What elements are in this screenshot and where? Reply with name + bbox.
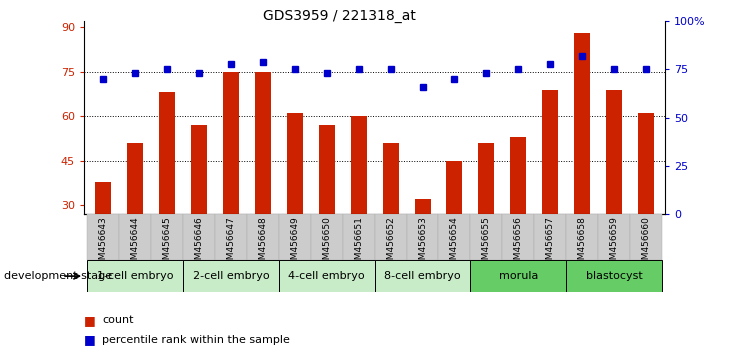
Bar (319, 125, 335, 214)
Bar (471, 260, 567, 292)
Text: 8-cell embryo: 8-cell embryo (385, 271, 461, 281)
Bar (287, 113, 303, 214)
Bar (502, 214, 534, 260)
Text: GSM456660: GSM456660 (642, 216, 651, 272)
Text: 4-cell embryo: 4-cell embryo (289, 271, 365, 281)
Bar (374, 214, 406, 260)
Text: GSM456658: GSM456658 (577, 216, 587, 272)
Text: 2-cell embryo: 2-cell embryo (193, 271, 269, 281)
Bar (183, 260, 279, 292)
Bar (478, 143, 494, 214)
Bar (534, 214, 567, 260)
Bar (247, 214, 279, 260)
Text: development stage: development stage (4, 271, 112, 281)
Bar (311, 214, 343, 260)
Bar (414, 199, 431, 214)
Text: GSM456656: GSM456656 (514, 216, 523, 272)
Text: GSM456646: GSM456646 (194, 216, 203, 271)
Bar (351, 116, 367, 214)
Bar (343, 214, 374, 260)
Bar (95, 182, 111, 214)
Bar (630, 214, 662, 260)
Bar (598, 214, 630, 260)
Bar (279, 214, 311, 260)
Text: ■: ■ (84, 314, 96, 327)
Bar (542, 90, 558, 214)
Bar (159, 92, 175, 214)
Bar (87, 214, 119, 260)
Text: blastocyst: blastocyst (586, 271, 643, 281)
Text: GSM456649: GSM456649 (290, 216, 299, 271)
Bar (567, 214, 598, 260)
Bar (191, 125, 207, 214)
Bar (255, 72, 271, 214)
Bar (382, 143, 398, 214)
Bar (127, 143, 143, 214)
Bar (606, 90, 622, 214)
Text: morula: morula (499, 271, 538, 281)
Text: GSM456657: GSM456657 (546, 216, 555, 272)
Bar (374, 260, 471, 292)
Text: percentile rank within the sample: percentile rank within the sample (102, 335, 290, 345)
Text: GSM456648: GSM456648 (258, 216, 268, 271)
Bar (471, 214, 502, 260)
Text: 1-cell embryo: 1-cell embryo (97, 271, 173, 281)
Text: GSM456643: GSM456643 (99, 216, 107, 271)
Text: GSM456651: GSM456651 (355, 216, 363, 272)
Bar (87, 260, 183, 292)
Text: GSM456652: GSM456652 (386, 216, 395, 271)
Bar (183, 214, 215, 260)
Text: GSM456653: GSM456653 (418, 216, 427, 272)
Text: GDS3959 / 221318_at: GDS3959 / 221318_at (263, 9, 416, 23)
Text: GSM456644: GSM456644 (131, 216, 140, 271)
Bar (223, 72, 239, 214)
Text: GSM456645: GSM456645 (162, 216, 172, 271)
Bar (638, 113, 654, 214)
Text: GSM456659: GSM456659 (610, 216, 618, 272)
Bar (575, 33, 590, 214)
Bar (215, 214, 247, 260)
Text: GSM456647: GSM456647 (227, 216, 235, 271)
Bar (510, 137, 526, 214)
Bar (439, 214, 471, 260)
Bar (406, 214, 439, 260)
Bar (119, 214, 151, 260)
Bar (567, 260, 662, 292)
Text: GSM456655: GSM456655 (482, 216, 491, 272)
Text: count: count (102, 315, 134, 325)
Bar (151, 214, 183, 260)
Text: GSM456654: GSM456654 (450, 216, 459, 271)
Text: GSM456650: GSM456650 (322, 216, 331, 272)
Text: ■: ■ (84, 333, 96, 346)
Bar (279, 260, 374, 292)
Bar (447, 161, 463, 214)
